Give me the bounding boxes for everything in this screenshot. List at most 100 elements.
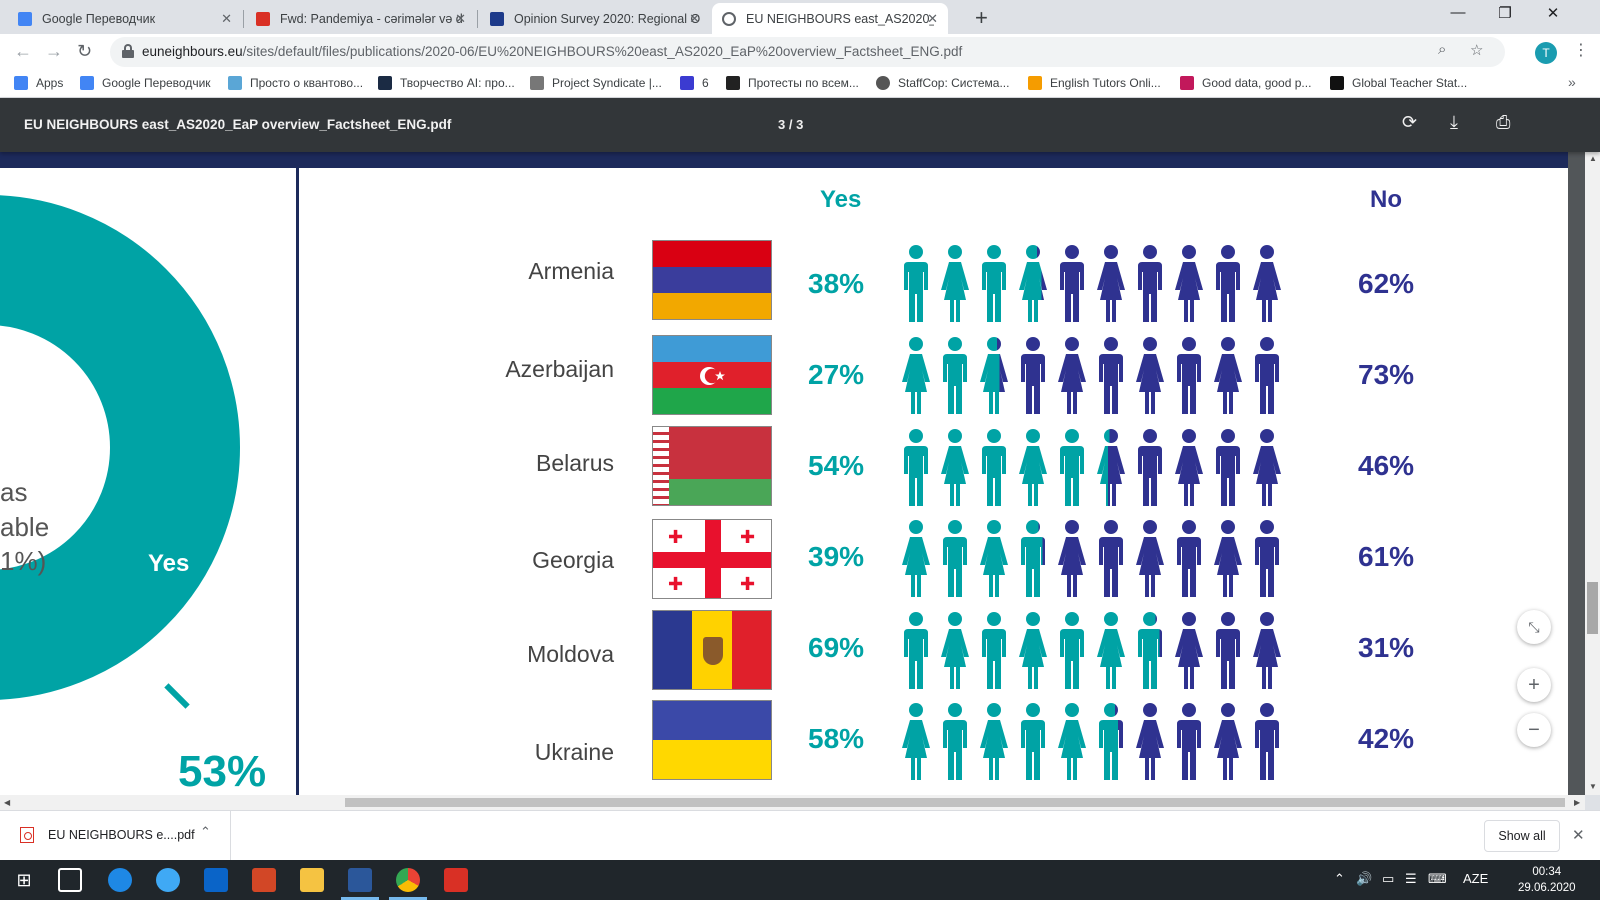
vertical-scrollbar[interactable]: ▲ ▼	[1585, 152, 1600, 795]
scrollbar-thumb[interactable]	[1587, 582, 1598, 634]
bookmark-english-tutors[interactable]: English Tutors Onli...	[1028, 76, 1161, 90]
bookmark-quantum[interactable]: Просто о квантово...	[228, 76, 363, 90]
word-icon[interactable]	[348, 868, 372, 892]
download-icon[interactable]: ⤓	[1450, 112, 1458, 132]
no-percentage: 73%	[1358, 359, 1415, 390]
edge-icon[interactable]	[108, 868, 132, 892]
address-bar[interactable]: euneighbours.eu/sites/default/files/publ…	[110, 37, 1505, 67]
person-figure-icon	[900, 336, 932, 416]
person-figure-icon	[1173, 244, 1205, 324]
armenia-flag-icon	[652, 240, 772, 320]
zoom-icon[interactable]: ⌕	[1438, 41, 1447, 58]
person-figure-icon	[1173, 702, 1205, 782]
clock[interactable]: 00:34 29.06.2020	[1518, 866, 1576, 894]
close-icon[interactable]: ✕	[455, 11, 466, 26]
zoom-in-button[interactable]: +	[1517, 668, 1551, 702]
horizontal-scrollbar[interactable]: ◀ ▶	[0, 795, 1585, 810]
close-icon[interactable]: ✕	[927, 11, 938, 26]
bookmark-project-syndicate[interactable]: Project Syndicate |...	[530, 76, 662, 90]
bookmark-protests[interactable]: Протесты по всем...	[726, 76, 859, 90]
person-figure-icon	[1095, 611, 1127, 691]
chrome-icon[interactable]	[396, 868, 420, 892]
windows-start-icon[interactable]: ⊞	[16, 870, 32, 890]
person-figure-icon	[1134, 244, 1166, 324]
language-indicator[interactable]: AZE	[1463, 871, 1489, 886]
url-text: euneighbours.eu/sites/default/files/publ…	[142, 44, 963, 59]
bookmark-google-translate[interactable]: Google Переводчик	[80, 76, 211, 90]
bookmark-global-teacher[interactable]: Global Teacher Stat...	[1330, 76, 1467, 90]
close-icon[interactable]: ✕	[689, 11, 700, 26]
yes-percentage: 54%	[808, 450, 865, 481]
person-figure-icon	[978, 336, 1010, 416]
chevron-right-icon[interactable]: »	[1568, 74, 1576, 90]
close-icon[interactable]: ✕	[1572, 827, 1585, 844]
download-item[interactable]: EU NEIGHBOURS e....pdf	[20, 827, 195, 843]
georgia-flag-icon: ✚ ✚ ✚ ✚	[652, 519, 772, 599]
powerpoint-icon[interactable]	[252, 868, 276, 892]
zoom-out-button[interactable]: −	[1517, 713, 1551, 747]
chevron-up-icon[interactable]: ⌃	[1334, 871, 1345, 886]
site-icon	[228, 76, 242, 90]
notification-icon[interactable]: ☰	[1405, 871, 1417, 886]
yes-percentage: 69%	[808, 632, 865, 663]
bookmark-good-data[interactable]: Good data, good p...	[1180, 76, 1311, 90]
fit-to-page-button[interactable]: ⤡	[1517, 610, 1551, 644]
maximize-button[interactable]: ❐	[1498, 5, 1512, 22]
google-translate-icon	[18, 11, 32, 26]
minimize-button[interactable]: —	[1450, 4, 1466, 21]
moldova-flag-icon	[652, 610, 772, 690]
bookmark-6[interactable]: 6	[680, 76, 709, 90]
donut-text-line: able	[0, 512, 50, 542]
person-figure-icon	[900, 428, 932, 508]
internet-explorer-icon[interactable]	[156, 868, 180, 892]
bookmark-ai-creativity[interactable]: Творчество AI: про...	[378, 76, 515, 90]
outlook-icon[interactable]	[204, 868, 228, 892]
ukraine-flag-icon	[652, 700, 772, 780]
show-all-button[interactable]: Show all	[1484, 820, 1560, 852]
close-icon[interactable]: ✕	[221, 11, 232, 26]
person-figure-icon	[1056, 336, 1088, 416]
donut-text-line: 1%)	[0, 546, 47, 576]
person-figure-icon	[1212, 702, 1244, 782]
file-explorer-icon[interactable]	[300, 868, 324, 892]
reload-button[interactable]: ↻	[77, 41, 93, 61]
tab-opinion-survey[interactable]: Opinion Survey 2020: Regional O ✕	[480, 3, 710, 34]
belarus-flag-icon	[652, 426, 772, 506]
star-icon[interactable]: ☆	[1470, 42, 1484, 59]
tab-eu-neighbours-pdf[interactable]: EU NEIGHBOURS east_AS2020_E ✕	[712, 3, 948, 34]
new-tab-button[interactable]: +	[975, 5, 988, 30]
person-figure-icon	[1251, 428, 1283, 508]
person-figure-icon	[1134, 611, 1166, 691]
volume-icon[interactable]: 🔊	[1356, 871, 1373, 886]
bookmark-staffcop[interactable]: StaffCop: Система...	[876, 76, 1009, 90]
figures-row	[900, 702, 1290, 782]
close-window-button[interactable]: ✕	[1546, 5, 1560, 22]
pdf-viewer[interactable]: as able 1%) Yes 53% Yes No Armenia 38% 6…	[0, 152, 1585, 795]
battery-icon[interactable]: ▭	[1382, 871, 1395, 886]
menu-icon[interactable]: ⋮	[1573, 42, 1589, 59]
rotate-icon[interactable]: ⟳	[1402, 112, 1418, 132]
site-icon	[726, 76, 740, 90]
person-figure-icon	[939, 244, 971, 324]
person-figure-icon	[1251, 244, 1283, 324]
tab-google-translate[interactable]: Google Переводчик ✕	[8, 3, 242, 34]
back-button[interactable]: ←	[14, 41, 32, 61]
task-view-icon[interactable]	[58, 868, 82, 892]
person-figure-icon	[1056, 611, 1088, 691]
tab-gmail[interactable]: Fwd: Pandemiya - cərimələr və d ✕	[246, 3, 476, 34]
person-figure-icon	[1056, 519, 1088, 599]
person-figure-icon	[1017, 702, 1049, 782]
chevron-up-icon[interactable]: ⌃	[200, 824, 211, 839]
scrollbar-thumb[interactable]	[345, 798, 1565, 807]
browser-toolbar: ← → ↻ euneighbours.eu/sites/default/file…	[0, 34, 1600, 70]
person-figure-icon	[1056, 702, 1088, 782]
profile-avatar[interactable]: T	[1535, 42, 1557, 64]
page-indicator: 3 / 3	[778, 117, 804, 132]
print-icon[interactable]: ⎙	[1496, 112, 1511, 132]
pdf-title: EU NEIGHBOURS east_AS2020_EaP overview_F…	[24, 117, 452, 132]
acrobat-icon[interactable]	[444, 868, 468, 892]
forward-button[interactable]: →	[45, 41, 63, 61]
keyboard-icon[interactable]: ⌨	[1428, 871, 1447, 886]
bookmark-apps[interactable]: Apps	[14, 76, 63, 90]
donut-callout-line	[164, 683, 190, 709]
